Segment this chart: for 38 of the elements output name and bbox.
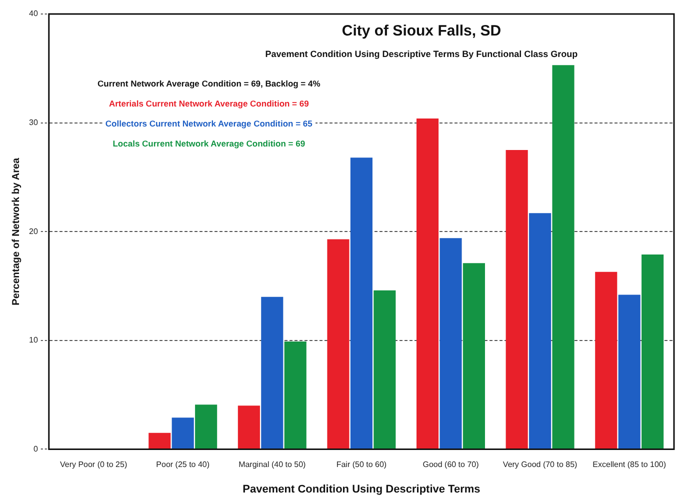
- x-tick-label: Poor (25 to 40): [156, 460, 210, 470]
- x-tick-label: Marginal (40 to 50): [238, 460, 306, 470]
- annotation: Locals Current Network Average Condition = 69: [112, 138, 306, 149]
- bar: [172, 418, 194, 449]
- bar: [195, 404, 218, 449]
- x-tick-label: Very Poor (0 to 25): [60, 460, 128, 470]
- y-tick-label: 0: [33, 444, 38, 454]
- text: Pavement Condition Using Descriptive Terms By Functional Class Group: [265, 48, 578, 59]
- x-tick-label: Excellent (85 to 100): [592, 460, 666, 470]
- bar: [416, 118, 439, 449]
- bar: [327, 239, 350, 449]
- bar: [238, 406, 260, 449]
- bar: [148, 432, 171, 449]
- annotation: Collectors Current Network Average Condition = 65: [105, 118, 313, 129]
- bar: [595, 272, 618, 449]
- y-tick-label: 40: [28, 9, 38, 18]
- x-tick-label: Very Good (70 to 85): [502, 460, 578, 470]
- text: City of Sioux Falls, SD: [342, 22, 502, 40]
- bar: [529, 213, 552, 449]
- annotation: Arterials Current Network Average Condition = 69: [108, 98, 310, 109]
- bar: [261, 296, 284, 449]
- bar: [642, 254, 664, 449]
- x-axis-title: Pavement Condition Using Descriptive Terms: [242, 483, 480, 496]
- bar: [506, 150, 528, 449]
- x-tick-label: Fair (50 to 60): [336, 460, 387, 470]
- bar: [284, 341, 306, 449]
- bar: [440, 238, 462, 449]
- bar: [374, 290, 396, 449]
- y-axis-title: Percentage of Network by Area: [10, 157, 22, 306]
- bar: [462, 263, 485, 449]
- annotation: Current Network Average Condition = 69, Backlog = 4%: [98, 78, 321, 89]
- y-tick-label: 30: [28, 118, 38, 128]
- bar: [552, 65, 574, 449]
- bar: [350, 158, 372, 449]
- y-tick-label: 10: [28, 336, 38, 345]
- y-tick-label: 20: [28, 226, 38, 236]
- x-tick-label: Good (60 to 70): [422, 460, 480, 470]
- bar: [618, 294, 640, 449]
